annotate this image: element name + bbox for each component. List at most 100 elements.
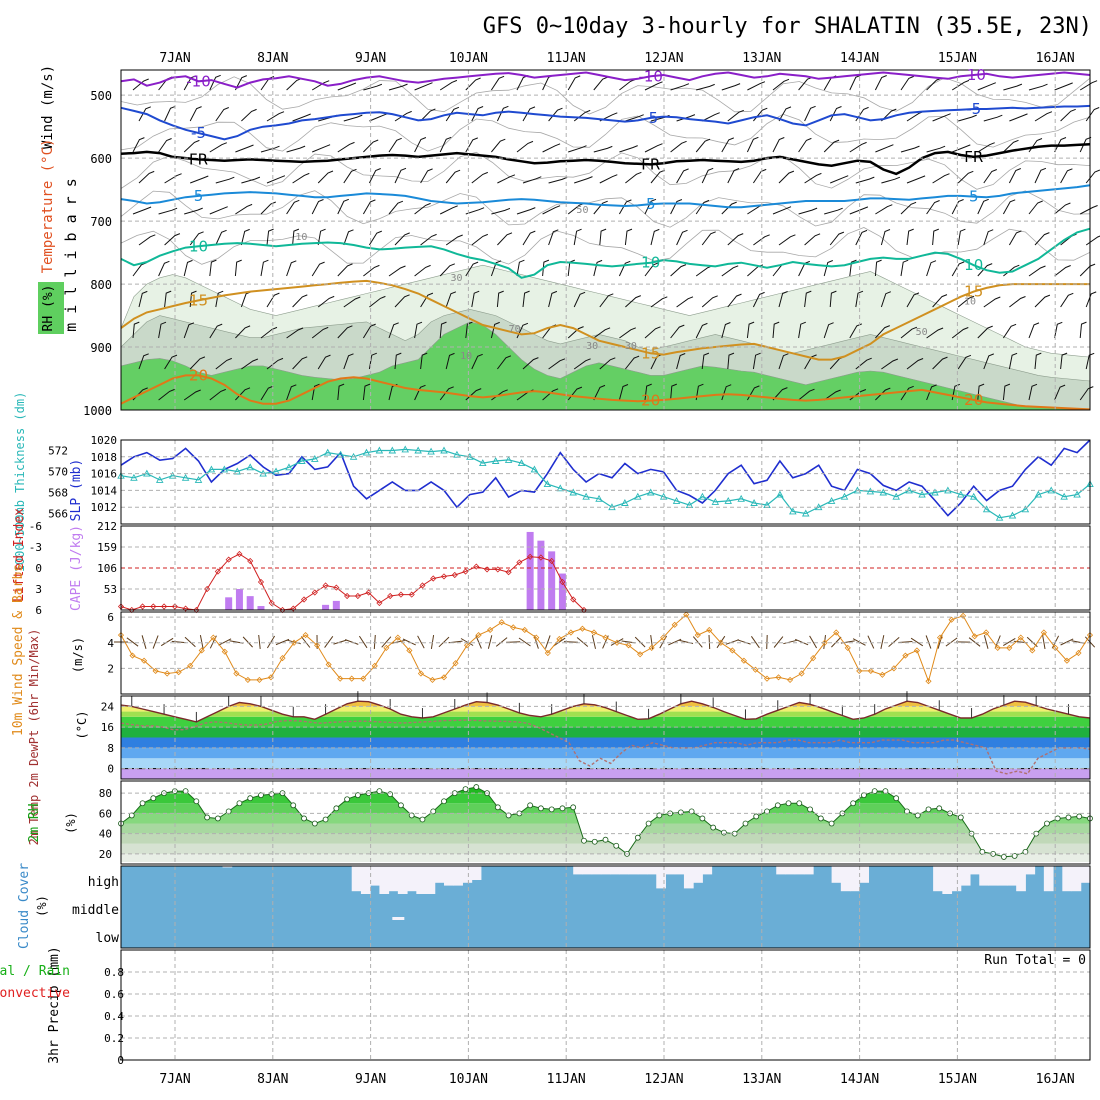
wind-barb [184,207,203,215]
wind-barb [132,78,149,91]
rh-marker [494,804,501,811]
li-marker [527,553,534,560]
temp-color-band [121,711,1090,717]
wind-barb [573,228,582,246]
wind-speed-marker [233,670,240,677]
li-marker [225,556,232,563]
wind-barb [849,206,869,215]
li-label: Lifted Index [12,508,27,602]
rh-tick: 40 [99,828,112,841]
wind-barb [414,264,431,277]
thickness-marker [1008,511,1017,519]
cape-bar [332,600,340,610]
wind-barb [1085,169,1100,184]
wind-barb [394,167,407,184]
wind-barb [676,353,686,370]
wind-barb [471,290,480,308]
wind-speed-marker [1029,647,1036,654]
wind-barb [491,389,508,401]
temp-contour--10 [120,71,1091,89]
cloud-clear-high [1080,866,1091,883]
wind-barb [1079,136,1092,153]
li-line [120,553,585,611]
wind-barb [465,207,485,215]
cape-bar [225,597,233,610]
wind-speed-marker [141,657,148,664]
wind-barb [343,353,354,370]
wind-barb [1060,352,1068,370]
wind-speed-marker [452,660,459,667]
li-marker [408,591,415,598]
cloud-clear-high [416,866,427,894]
wind-barb [670,324,685,339]
temp-contour-label: 15 [964,283,983,301]
wind-label: 10m Wind Speed & Barbs [11,564,26,736]
cape-bar [548,551,556,610]
date-tick-bottom: 15JAN [938,1072,977,1087]
cloud-clear-high [942,866,953,894]
wind-speed-marker [348,675,355,682]
thickness-marker [840,492,849,500]
wind-barb [593,259,603,277]
wind-barb [752,168,767,184]
wind-barb [932,356,948,370]
wind-barb [394,352,402,370]
rh-marker [699,815,706,822]
rh-marker [462,786,469,792]
wind-barb [1028,83,1048,91]
rh-contour-line [120,76,1091,115]
rh-marker [376,788,383,795]
date-tick-top: 8JAN [257,51,288,66]
li-marker [257,578,265,586]
wind-barb [804,105,816,122]
cloud-clear-high [582,866,593,875]
wind-barb [823,389,841,401]
cape-tick: 53 [104,583,117,596]
rh-marker [817,815,824,822]
temp-contour-5 [120,184,1091,209]
rh-area-rh-green [120,321,1091,411]
slp-frame [120,439,1091,525]
cloud-clear-high [960,866,971,886]
wind-barb [977,82,996,91]
wind-barb [951,79,970,91]
cloud-clear-high [1006,866,1017,886]
wind-barb [951,261,965,277]
wind-barb [311,80,330,91]
wind-barb [439,263,455,277]
wind-speed-marker [971,633,978,640]
thickness-marker [711,498,720,505]
rh-marker [322,816,329,823]
cloud-clear-high [776,866,786,875]
cloud-clear-high [859,866,870,883]
temp-contour-label: FR [641,155,660,173]
cloud-clear-high [360,866,371,894]
wind-barb [977,383,985,401]
wind-barb [439,386,454,401]
rh-marker [387,791,394,798]
wind-speed-marker [729,647,736,654]
wind-barb [1079,321,1087,339]
wind-barb [337,82,357,91]
cloud-clear-high [425,866,436,894]
surface-wind-barb [925,635,932,649]
cloud-clear-high [573,866,583,875]
cloud-clear-high [840,866,851,892]
wind-speed-marker [936,634,944,641]
wind-barb [701,112,720,122]
li-marker [365,589,372,596]
wind-barb [1060,233,1077,246]
pressure-tick: 1000 [83,404,112,418]
wind-barb [1034,111,1053,122]
surface-wind-barb [160,637,174,647]
cloud-clear-high [665,866,676,875]
wind-tick: 6 [107,611,114,624]
wind-barb [445,352,455,370]
li-tick: -6 [29,520,42,533]
wind-barb [957,354,972,370]
surface-wind-barb [487,635,493,649]
surface-wind-barb [344,639,359,645]
cloud-clear-high [407,866,417,892]
wind-barb [1085,352,1095,370]
temp-color-band [121,758,1090,769]
